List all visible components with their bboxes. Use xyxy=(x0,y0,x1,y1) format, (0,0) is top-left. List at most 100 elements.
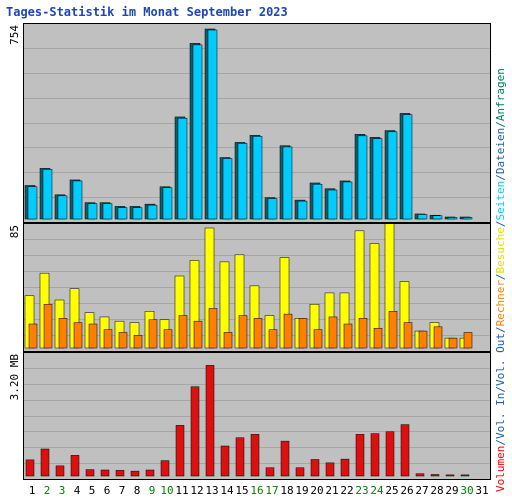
day-label-2: 2 xyxy=(44,484,51,497)
day-label-11: 11 xyxy=(175,484,188,497)
day-label-21: 21 xyxy=(325,484,338,497)
bar-rechner-day-16 xyxy=(253,318,263,349)
bar-rechner-day-2 xyxy=(43,303,53,349)
bar-rechner-day-3 xyxy=(58,318,68,349)
bar-rechner-day-18 xyxy=(283,313,293,349)
day-label-29: 29 xyxy=(445,484,458,497)
bar-rechner-day-10 xyxy=(163,329,173,349)
bar-volumen-day-15 xyxy=(235,437,245,477)
bar-rechner-day-7 xyxy=(118,332,128,349)
day-label-6: 6 xyxy=(104,484,111,497)
day-label-23: 23 xyxy=(355,484,368,497)
side-legend-part: / xyxy=(494,174,507,181)
bar-rechner-day-15 xyxy=(238,315,248,349)
side-legend-part: Volumen xyxy=(494,446,507,492)
side-legend-part: Seiten xyxy=(494,181,507,221)
side-legend-part: / xyxy=(494,220,507,227)
bar-dateien-day-6 xyxy=(102,203,113,220)
bar-rechner-day-9 xyxy=(148,319,158,349)
day-label-7: 7 xyxy=(119,484,126,497)
bar-rechner-day-24 xyxy=(373,327,383,349)
side-legend-part: / xyxy=(494,439,507,446)
bar-dateien-day-24 xyxy=(372,138,383,220)
side-legend-part: / xyxy=(494,121,507,128)
bar-rechner-day-6 xyxy=(103,329,113,349)
bar-dateien-day-15 xyxy=(237,143,248,220)
bar-volumen-day-17 xyxy=(265,467,275,477)
bar-rechner-day-28 xyxy=(433,326,443,349)
day-label-20: 20 xyxy=(310,484,323,497)
day-label-14: 14 xyxy=(220,484,234,497)
bar-volumen-day-20 xyxy=(310,459,320,477)
day-label-1: 1 xyxy=(29,484,36,497)
bar-dateien-day-7 xyxy=(117,207,128,220)
bar-rechner-day-30 xyxy=(463,332,473,349)
bar-dateien-day-2 xyxy=(42,169,53,220)
day-label-4: 4 xyxy=(74,484,81,497)
bar-volumen-day-1 xyxy=(25,459,35,477)
side-legend: Volumen/Vol. In/Vol. Out/Rechner/Besuche… xyxy=(494,68,507,492)
bar-dateien-day-27 xyxy=(417,214,428,220)
bar-dateien-day-29 xyxy=(447,217,458,220)
max-label-bottom: 3.20 MB xyxy=(8,354,21,401)
day-label-25: 25 xyxy=(385,484,398,497)
side-legend-part: Anfragen xyxy=(494,68,507,121)
bar-rechner-day-23 xyxy=(358,318,368,349)
day-label-30: 30 xyxy=(460,484,473,497)
bar-volumen-day-5 xyxy=(85,469,95,477)
day-label-9: 9 xyxy=(149,484,156,497)
bar-dateien-day-13 xyxy=(207,29,218,220)
bar-volumen-day-12 xyxy=(190,386,200,477)
bar-volumen-day-21 xyxy=(325,462,335,477)
max-label-middle: 85 xyxy=(8,225,21,238)
bar-volumen-day-18 xyxy=(280,440,290,477)
bar-rechner-day-12 xyxy=(193,320,203,349)
day-label-5: 5 xyxy=(89,484,96,497)
bar-rechner-day-21 xyxy=(328,316,338,349)
side-legend-part: / xyxy=(494,326,507,333)
bar-dateien-day-23 xyxy=(357,135,368,220)
day-label-26: 26 xyxy=(400,484,413,497)
bar-dateien-day-22 xyxy=(342,181,353,220)
side-legend-part: Vol. In xyxy=(494,393,507,439)
bar-rechner-day-8 xyxy=(133,335,143,349)
bar-volumen-day-13 xyxy=(205,365,215,477)
bar-dateien-day-19 xyxy=(297,200,308,220)
bar-dateien-day-8 xyxy=(132,207,143,220)
chart-title: Tages-Statistik im Monat September 2023 xyxy=(6,5,288,19)
day-label-15: 15 xyxy=(235,484,248,497)
bar-volumen-day-7 xyxy=(115,470,125,477)
bar-volumen-day-27 xyxy=(415,473,425,477)
bar-volumen-day-26 xyxy=(400,424,410,477)
bar-volumen-day-24 xyxy=(370,433,380,477)
bar-dateien-day-28 xyxy=(432,215,443,220)
day-label-17: 17 xyxy=(265,484,278,497)
bar-volumen-day-19 xyxy=(295,467,305,477)
day-label-12: 12 xyxy=(190,484,203,497)
bar-rechner-day-1 xyxy=(28,323,38,349)
bar-volumen-day-10 xyxy=(160,460,170,477)
side-legend-part: / xyxy=(494,273,507,280)
bar-dateien-day-25 xyxy=(387,131,398,220)
bar-rechner-day-26 xyxy=(403,322,413,349)
day-label-16: 16 xyxy=(250,484,263,497)
day-label-19: 19 xyxy=(295,484,308,497)
bar-dateien-day-18 xyxy=(282,146,293,220)
side-legend-part: Besuche xyxy=(494,227,507,273)
bar-rechner-day-19 xyxy=(298,318,308,349)
bar-volumen-day-2 xyxy=(40,448,50,477)
bar-rechner-day-13 xyxy=(208,308,218,349)
bar-volumen-day-8 xyxy=(130,470,140,477)
bar-rechner-day-14 xyxy=(223,332,233,349)
bar-rechner-day-27 xyxy=(418,330,428,349)
day-label-10: 10 xyxy=(160,484,173,497)
bar-dateien-day-17 xyxy=(267,198,278,220)
day-label-13: 13 xyxy=(205,484,218,497)
bar-dateien-day-12 xyxy=(192,44,203,220)
day-label-22: 22 xyxy=(340,484,353,497)
bar-dateien-day-3 xyxy=(57,195,68,220)
day-label-18: 18 xyxy=(280,484,293,497)
bar-dateien-day-5 xyxy=(87,203,98,220)
bar-rechner-day-5 xyxy=(88,323,98,349)
